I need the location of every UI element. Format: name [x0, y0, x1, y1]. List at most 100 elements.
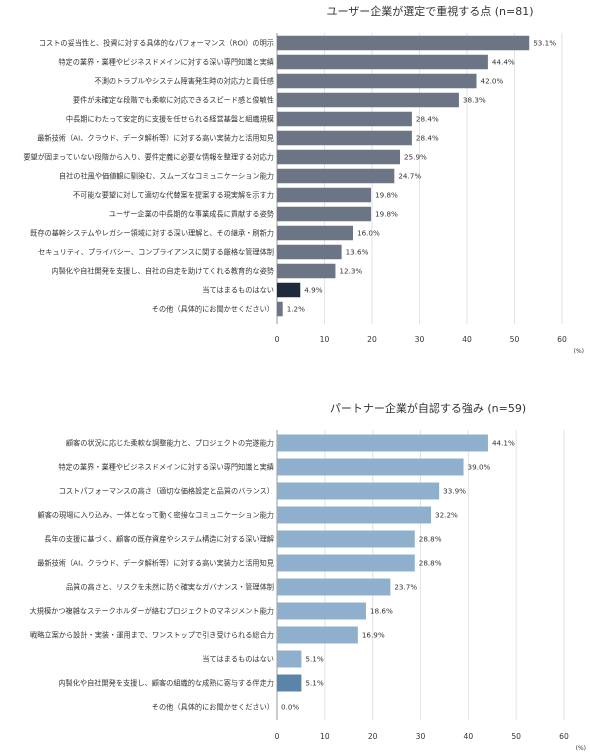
bar	[277, 206, 372, 222]
category-label: 特定の業界・業種やビジネスドメインに対する深い専門知識と実績	[58, 58, 274, 67]
category-label: 既存の基幹システムやレガシー領域に対する深い理解と、その継承・刷新力	[30, 229, 274, 238]
category-label: 内製化や自社開発を支援し、自社の自走を助けてくれる教育的な姿勢	[51, 267, 274, 276]
category-label: 自社の社風や価値観に馴染む、スムーズなコミュニケーション能力	[59, 172, 274, 181]
category-label: コストの妥当性と、投資に対する具体的なパフォーマンス（ROI）の明示	[39, 39, 274, 48]
value-label: 4.9%	[304, 286, 322, 295]
x-tick-label: 60	[559, 732, 569, 741]
x-unit-label: (%)	[576, 745, 586, 752]
value-label: 13.6%	[346, 248, 369, 257]
category-label: 要望が固まっていない段階から入り、要件定義に必要な情報を整理する対応力	[23, 153, 274, 162]
category-label: 長年の支援に基づく、顧客の既存資産やシステム構造に対する深い理解	[44, 535, 274, 544]
x-tick-label: 0	[275, 335, 280, 344]
bar	[277, 73, 477, 89]
bar	[277, 263, 336, 279]
value-label: 44.1%	[492, 439, 515, 448]
category-label: 当てはまるものはない	[202, 655, 274, 664]
bar	[277, 225, 353, 241]
bar	[277, 434, 488, 452]
value-label: 33.9%	[443, 487, 466, 496]
bar	[277, 650, 302, 668]
value-label: 28.8%	[419, 559, 442, 568]
x-unit-label: (%)	[574, 348, 584, 355]
bar	[277, 149, 401, 165]
value-label: 28.4%	[416, 115, 439, 124]
bar	[277, 35, 530, 51]
bar	[277, 530, 415, 548]
chart-partner-strengths: パートナー企業が自認する強み (n=59) 0 10 20 30 40 50 60 (%) 顧客の…	[30, 401, 586, 752]
chart-user-priorities: ユーザー企業が選定で重視する点 (n=81) 0 10 20 30 40 50 60 (%) コス…	[23, 4, 584, 355]
category-label: 品質の高さと、リスクを未然に防ぐ確実なガバナンス・管理体制	[66, 583, 274, 592]
category-label: 戦略立案から設計・実装・運用まで、ワンストップで引き受けられる総合力	[30, 631, 274, 640]
bar	[277, 458, 464, 476]
bar	[277, 554, 415, 572]
bar	[277, 602, 366, 620]
x-tick-label: 10	[320, 732, 330, 741]
chart-title: パートナー企業が自認する強み (n=59)	[330, 401, 526, 415]
value-label: 0.0%	[281, 703, 299, 712]
x-tick-label: 0	[275, 732, 280, 741]
category-label: 要件が未確定な段階でも柔軟に対応できるスピード感と俊敏性	[73, 96, 274, 105]
value-label: 32.2%	[435, 511, 458, 520]
bar	[277, 187, 372, 203]
x-tick-label: 60	[557, 335, 567, 344]
bar	[277, 674, 302, 692]
value-label: 5.1%	[305, 679, 323, 688]
bar	[277, 54, 488, 70]
bar	[277, 301, 283, 317]
category-label: 不測のトラブルやシステム障害発生時の対応力と責任感	[95, 77, 274, 86]
category-label: 内製化や自社開発を支援し、顧客の組織的な成熟に寄与する伴走力	[58, 679, 274, 688]
value-label: 44.4%	[492, 58, 515, 67]
value-label: 1.2%	[287, 305, 305, 314]
value-label: 24.7%	[398, 172, 421, 181]
bar	[277, 482, 440, 500]
bar	[277, 244, 342, 260]
value-label: 25.9%	[404, 153, 427, 162]
value-label: 12.3%	[339, 267, 362, 276]
value-label: 42.0%	[481, 77, 504, 86]
category-label: 不可能な要望に対して適切な代替案を提案する現実解を示す力	[73, 191, 274, 200]
category-label: ユーザー企業の中長期的な事業成長に貢献する姿勢	[109, 210, 274, 219]
value-label: 16.9%	[362, 631, 385, 640]
category-label: 顧客の状況に応じた柔軟な調整能力と、プロジェクトの完遂能力	[66, 439, 274, 448]
x-tick-label: 30	[416, 732, 426, 741]
value-label: 28.8%	[419, 535, 442, 544]
category-label: 大規模かつ複雑なステークホルダーが絡むプロジェクトのマネジメント能力	[30, 607, 274, 616]
category-label: 最新技術（AI、クラウド、データ解析等）に対する高い実装力と活用知見	[37, 134, 274, 143]
bar	[277, 92, 459, 108]
value-label: 19.8%	[375, 210, 398, 219]
x-tick-label: 20	[367, 335, 377, 344]
category-label: その他（具体的にお聞かせください）	[152, 305, 274, 314]
bar	[277, 130, 412, 146]
bar	[277, 506, 432, 524]
x-tick-label: 40	[463, 732, 473, 741]
value-label: 16.0%	[357, 229, 380, 238]
chart-title: ユーザー企業が選定で重視する点 (n=81)	[326, 4, 533, 18]
category-label: 最新技術（AI、クラウド、データ解析等）に対する高い実装力と活用知見	[37, 559, 274, 568]
category-label: セキュリティ、プライバシー、コンプライアンスに関する厳格な管理体制	[38, 248, 274, 257]
x-tick-label: 30	[415, 335, 425, 344]
value-label: 39.0%	[468, 463, 491, 472]
category-label: 当てはまるものはない	[202, 286, 274, 295]
category-label: 特定の業界・業種やビジネスドメインに対する深い専門知識と実績	[58, 463, 274, 472]
value-label: 38.3%	[463, 96, 486, 105]
bar	[277, 282, 301, 298]
category-label: その他（具体的にお聞かせください）	[152, 703, 274, 712]
bar	[277, 626, 358, 644]
value-label: 53.1%	[533, 39, 556, 48]
category-label: コストパフォーマンスの高さ（適切な価格設定と品質のバランス）	[59, 487, 274, 496]
value-label: 28.4%	[416, 134, 439, 143]
bar	[277, 578, 391, 596]
x-tick-label: 50	[510, 335, 520, 344]
category-label: 中長期にわたって安定的に支援を任せられる経営基盤と組織規模	[66, 115, 274, 124]
x-tick-label: 20	[368, 732, 378, 741]
value-label: 19.8%	[375, 191, 398, 200]
value-label: 23.7%	[394, 583, 417, 592]
value-label: 18.6%	[370, 607, 393, 616]
x-tick-label: 50	[511, 732, 521, 741]
category-label: 顧客の現場に入り込み、一体となって動く密接なコミュニケーション能力	[38, 511, 274, 520]
bar	[277, 111, 412, 127]
bar	[277, 168, 395, 184]
x-tick-label: 40	[462, 335, 472, 344]
value-label: 5.1%	[305, 655, 323, 664]
